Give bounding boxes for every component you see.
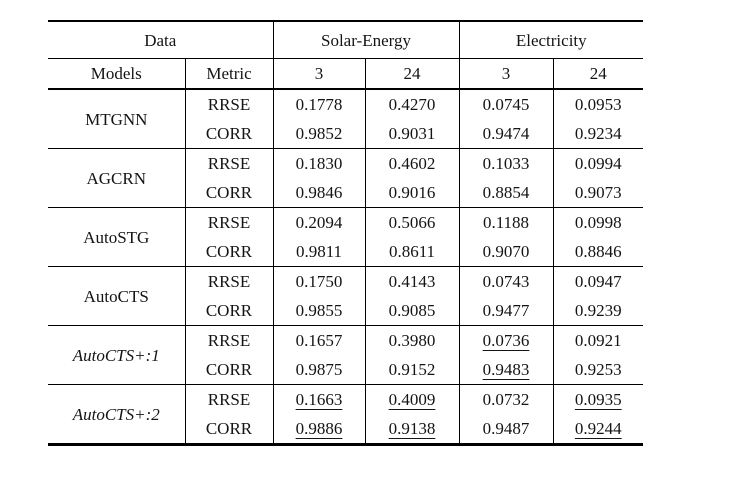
table-row: CORR 0.9875 0.9152 0.9483 0.9253: [48, 355, 643, 385]
table-row: CORR 0.9886 0.9138 0.9487 0.9244: [48, 414, 643, 445]
metric-cell: RRSE: [184, 384, 273, 414]
table-row: AGCRN RRSE 0.1830 0.4602 0.1033 0.0994: [48, 148, 643, 187]
value-cell: 0.4270: [364, 89, 459, 119]
header-data: Data: [48, 21, 273, 59]
metric-cell: CORR: [184, 355, 273, 385]
value-cell: 0.9031: [364, 119, 459, 149]
header-solar-energy: Solar-Energy: [272, 21, 459, 59]
value-cell: 0.0998: [552, 207, 643, 237]
model-name-cell: AutoSTG: [83, 227, 150, 247]
value-cell: 0.9244: [552, 414, 643, 445]
value-cell: 0.5066: [364, 207, 459, 237]
metric-cell: CORR: [184, 414, 273, 445]
table-row: AutoCTS RRSE 0.1750 0.4143 0.0743 0.0947: [48, 266, 643, 305]
metric-cell: CORR: [184, 296, 273, 326]
value-cell: 0.0935: [552, 384, 643, 414]
value-cell: 0.9875: [272, 355, 365, 385]
value-cell: 0.0953: [552, 89, 643, 119]
value-cell: 0.9852: [272, 119, 365, 149]
table-row: AutoSTG RRSE 0.2094 0.5066 0.1188 0.0998: [48, 207, 643, 246]
value-cell: 0.9811: [272, 237, 365, 267]
value-cell: 0.1663: [272, 384, 365, 414]
header-horizon-solar-24: 24: [364, 58, 459, 89]
value-cell: 0.9085: [364, 296, 459, 326]
header-group-row: Data Solar-Energy Electricity: [48, 21, 643, 59]
value-cell: 0.4009: [364, 384, 459, 414]
header-horizon-elec-24: 24: [552, 58, 643, 89]
metric-cell: RRSE: [184, 266, 273, 296]
model-group-agcrn: AGCRN RRSE 0.1830 0.4602 0.1033 0.0994 C…: [48, 148, 643, 208]
value-cell: 0.8611: [364, 237, 459, 267]
value-cell: 0.1657: [272, 325, 365, 355]
table-row: CORR 0.9846 0.9016 0.8854 0.9073: [48, 178, 643, 208]
header-horizon-elec-3: 3: [458, 58, 553, 89]
value-cell: 0.9477: [458, 296, 553, 326]
model-name-cell: AGCRN: [86, 168, 146, 188]
table-row: CORR 0.9855 0.9085 0.9477 0.9239: [48, 296, 643, 326]
metric-cell: RRSE: [184, 148, 273, 178]
model-name-cell: AutoCTS+:2: [72, 404, 160, 424]
metric-cell: CORR: [184, 178, 273, 208]
value-cell: 0.9474: [458, 119, 553, 149]
value-cell: 0.0921: [552, 325, 643, 355]
value-cell: 0.9253: [552, 355, 643, 385]
value-cell: 0.9016: [364, 178, 459, 208]
header-models: Models: [90, 64, 142, 83]
model-name-cell: MTGNN: [85, 109, 148, 129]
value-cell: 0.9070: [458, 237, 553, 267]
header-metric: Metric: [184, 58, 273, 89]
value-cell: 0.9846: [272, 178, 365, 208]
results-table: Data Solar-Energy Electricity Models Met…: [48, 20, 643, 446]
value-cell: 0.3980: [364, 325, 459, 355]
metric-cell: RRSE: [184, 89, 273, 119]
metric-cell: RRSE: [184, 325, 273, 355]
metric-cell: CORR: [184, 119, 273, 149]
table-row: MTGNN RRSE 0.1778 0.4270 0.0745 0.0953: [48, 89, 643, 127]
model-name-cell: AutoCTS: [83, 286, 149, 306]
header-electricity: Electricity: [458, 21, 643, 59]
model-group-autocts: AutoCTS RRSE 0.1750 0.4143 0.0743 0.0947…: [48, 266, 643, 326]
table-row: AutoCTS+:1 RRSE 0.1657 0.3980 0.0736 0.0…: [48, 325, 643, 364]
value-cell: 0.0947: [552, 266, 643, 296]
value-cell: 0.9152: [364, 355, 459, 385]
value-cell: 0.9234: [552, 119, 643, 149]
value-cell: 0.1778: [272, 89, 365, 119]
value-cell: 0.2094: [272, 207, 365, 237]
value-cell: 0.9855: [272, 296, 365, 326]
value-cell: 0.9239: [552, 296, 643, 326]
header-horizon-solar-3: 3: [272, 58, 365, 89]
value-cell: 0.0743: [458, 266, 553, 296]
value-cell: 0.9487: [458, 414, 553, 445]
table-row: AutoCTS+:2 RRSE 0.1663 0.4009 0.0732 0.0…: [48, 384, 643, 423]
model-name-cell: AutoCTS+:1: [72, 345, 160, 365]
value-cell: 0.0745: [458, 89, 553, 119]
model-group-mtgnn: MTGNN RRSE 0.1778 0.4270 0.0745 0.0953 C…: [48, 89, 643, 149]
value-cell: 0.1033: [458, 148, 553, 178]
table-row: CORR 0.9811 0.8611 0.9070 0.8846: [48, 237, 643, 267]
table-header: Data Solar-Energy Electricity Models Met…: [48, 21, 643, 89]
header-column-row: Models Metric 3 24 3 24: [48, 58, 643, 89]
value-cell: 0.9073: [552, 178, 643, 208]
model-group-autocts-plus-2: AutoCTS+:2 RRSE 0.1663 0.4009 0.0732 0.0…: [48, 384, 643, 445]
value-cell: 0.1830: [272, 148, 365, 178]
value-cell: 0.9138: [364, 414, 459, 445]
value-cell: 0.1188: [458, 207, 553, 237]
value-cell: 0.9483: [458, 355, 553, 385]
value-cell: 0.4143: [364, 266, 459, 296]
value-cell: 0.8846: [552, 237, 643, 267]
value-cell: 0.0994: [552, 148, 643, 178]
model-group-autostg: AutoSTG RRSE 0.2094 0.5066 0.1188 0.0998…: [48, 207, 643, 267]
value-cell: 0.9886: [272, 414, 365, 445]
table-row: CORR 0.9852 0.9031 0.9474 0.9234: [48, 119, 643, 149]
metric-cell: CORR: [184, 237, 273, 267]
value-cell: 0.4602: [364, 148, 459, 178]
metric-cell: RRSE: [184, 207, 273, 237]
value-cell: 0.8854: [458, 178, 553, 208]
value-cell: 0.0732: [458, 384, 553, 414]
model-group-autocts-plus-1: AutoCTS+:1 RRSE 0.1657 0.3980 0.0736 0.0…: [48, 325, 643, 385]
value-cell: 0.0736: [458, 325, 553, 355]
value-cell: 0.1750: [272, 266, 365, 296]
